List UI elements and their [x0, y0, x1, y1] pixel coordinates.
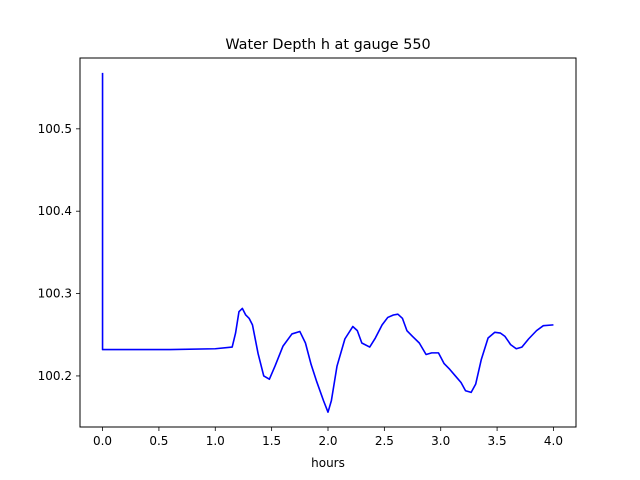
chart-title: Water Depth h at gauge 550 — [225, 37, 430, 53]
x-tick-label: 0.0 — [93, 434, 112, 448]
x-tick-label: 2.5 — [375, 434, 394, 448]
y-tick-label: 100.2 — [38, 369, 72, 383]
series-layer — [101, 72, 554, 413]
plot-area — [80, 58, 576, 427]
x-axis: 0.0 0.5 1.0 1.5 2.0 2.5 3.0 3.5 4.0 — [93, 427, 563, 448]
x-tick-label: 1.5 — [262, 434, 281, 448]
x-tick-label: 3.0 — [431, 434, 450, 448]
x-axis-label: hours — [311, 456, 345, 470]
y-axis: 100.2 100.3 100.4 100.5 — [38, 122, 80, 383]
x-tick-label: 0.5 — [149, 434, 168, 448]
x-tick-label: 1.0 — [206, 434, 225, 448]
x-tick-label: 2.0 — [318, 434, 337, 448]
series-line-0 — [101, 72, 554, 413]
y-tick-label: 100.3 — [38, 287, 72, 301]
x-tick-label: 4.0 — [544, 434, 563, 448]
x-tick-label: 3.5 — [488, 434, 507, 448]
y-tick-label: 100.5 — [38, 122, 72, 136]
y-tick-label: 100.4 — [38, 204, 72, 218]
